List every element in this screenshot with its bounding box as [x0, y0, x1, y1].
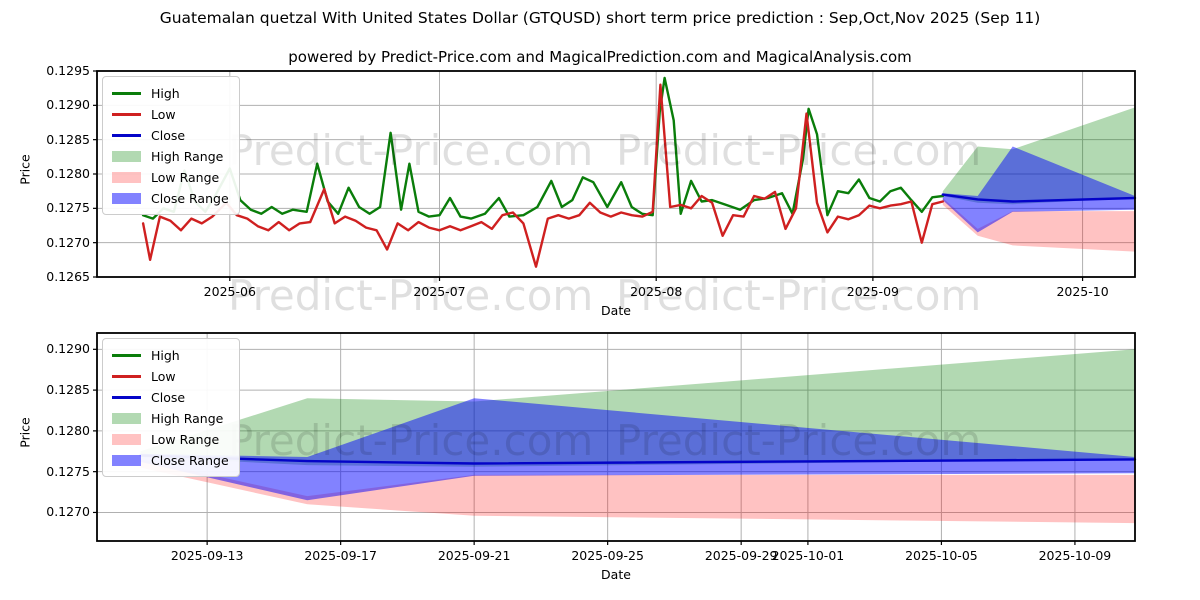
x-tick-label: 2025-09-29 [704, 548, 778, 563]
y-tick-label: 0.1275 [46, 200, 90, 216]
y-tick-label: 0.1285 [46, 382, 90, 398]
x-tick-label: 2025-08 [630, 284, 683, 299]
x-tick-label: 2025-09-13 [170, 548, 244, 563]
legend-label: High [151, 347, 180, 363]
legend-item-low-range: Low Range [112, 168, 229, 186]
y-tick-label: 0.1290 [46, 341, 90, 357]
y-tick-label: 0.1270 [46, 234, 90, 250]
y-tick-label: 0.1290 [46, 97, 90, 113]
legend-item-close: Close [112, 388, 229, 406]
y-tick-label: 0.1275 [46, 463, 90, 479]
legend-label: Close [151, 389, 186, 405]
low-line [141, 83, 944, 268]
legend-line-swatch [112, 112, 141, 116]
legend-label: High Range [151, 148, 224, 164]
close-line [941, 193, 1137, 203]
x-tick-label: 2025-09-17 [304, 548, 377, 563]
y-tick-label: 0.1295 [46, 63, 90, 78]
legend-item-high: High [112, 346, 229, 364]
bottom-chart-x-axis-label: Date [601, 567, 631, 582]
legend-label: Low Range [151, 169, 220, 185]
x-tick-label: 2025-10-05 [905, 548, 978, 563]
legend-line-swatch [112, 133, 141, 137]
legend-patch-swatch [112, 192, 141, 204]
forecast-detail-sep-oct-2025 [93, 332, 1137, 545]
legend-label: Close Range [151, 452, 229, 468]
legend-label: Close [151, 127, 186, 143]
plot-border [96, 332, 1136, 542]
legend-label: High Range [151, 410, 224, 426]
legend-item-low-range: Low Range [112, 430, 229, 448]
legend-patch-swatch [112, 150, 141, 162]
high-range-band [140, 349, 1135, 467]
short-term-history-and-forecast [93, 70, 1137, 281]
low-range-band [942, 198, 1135, 252]
page-title: Guatemalan quetzal With United States Do… [159, 9, 1041, 27]
top-chart-legend: High Low Close High Range Low Range Close Ran… [102, 76, 240, 215]
top-chart-x-axis-label: Date [601, 303, 631, 318]
legend-item-close-range: Close Range [112, 189, 229, 207]
x-tick-label: 2025-09-25 [571, 548, 644, 563]
close-range-band [140, 398, 1135, 501]
legend-label: Low [151, 106, 176, 122]
high-range-band [942, 107, 1135, 205]
x-tick-label: 2025-10 [1056, 284, 1109, 299]
legend-item-high: High [112, 84, 229, 102]
x-tick-label: 2025-06 [203, 284, 256, 299]
page-subtitle: powered by Predict-Price.com and Magical… [288, 48, 912, 66]
legend-line-swatch [112, 91, 141, 95]
y-tick-label: 0.1270 [46, 504, 90, 520]
x-tick-label: 2025-07 [413, 284, 466, 299]
legend-patch-swatch [112, 171, 141, 183]
legend-patch-swatch [112, 454, 141, 466]
legend-patch-swatch [112, 412, 141, 424]
legend-line-swatch [112, 374, 141, 378]
legend-label: Low [151, 368, 176, 384]
legend-label: High [151, 85, 180, 101]
y-tick-label: 0.1280 [46, 166, 90, 181]
legend-item-low: Low [112, 367, 229, 385]
x-tick-label: 2025-09-21 [437, 548, 511, 563]
bottom-chart-legend: High Low Close High Range Low Range Close Ran… [102, 338, 240, 477]
legend-patch-swatch [112, 433, 141, 445]
legend-line-swatch [112, 395, 141, 399]
x-tick-label: 2025-09 [846, 284, 899, 299]
y-tick-label: 0.1280 [46, 422, 90, 438]
y-tick-label: 0.1285 [46, 131, 90, 147]
x-tick-label: 2025-10-09 [1038, 548, 1112, 563]
legend-item-high-range: High Range [112, 409, 229, 427]
legend-label: Low Range [151, 431, 220, 447]
legend-line-swatch [112, 353, 141, 357]
y-tick-label: 0.1265 [46, 269, 90, 284]
legend-label: Close Range [151, 190, 229, 206]
legend-item-high-range: High Range [112, 147, 229, 165]
x-tick-label: 2025-10-01 [771, 548, 845, 563]
legend-item-low: Low [112, 105, 229, 123]
low-range-band [140, 459, 1135, 524]
legend-item-close: Close [112, 126, 229, 144]
legend-item-close-range: Close Range [112, 451, 229, 469]
high-line [141, 76, 944, 220]
close-range-band [942, 146, 1135, 233]
